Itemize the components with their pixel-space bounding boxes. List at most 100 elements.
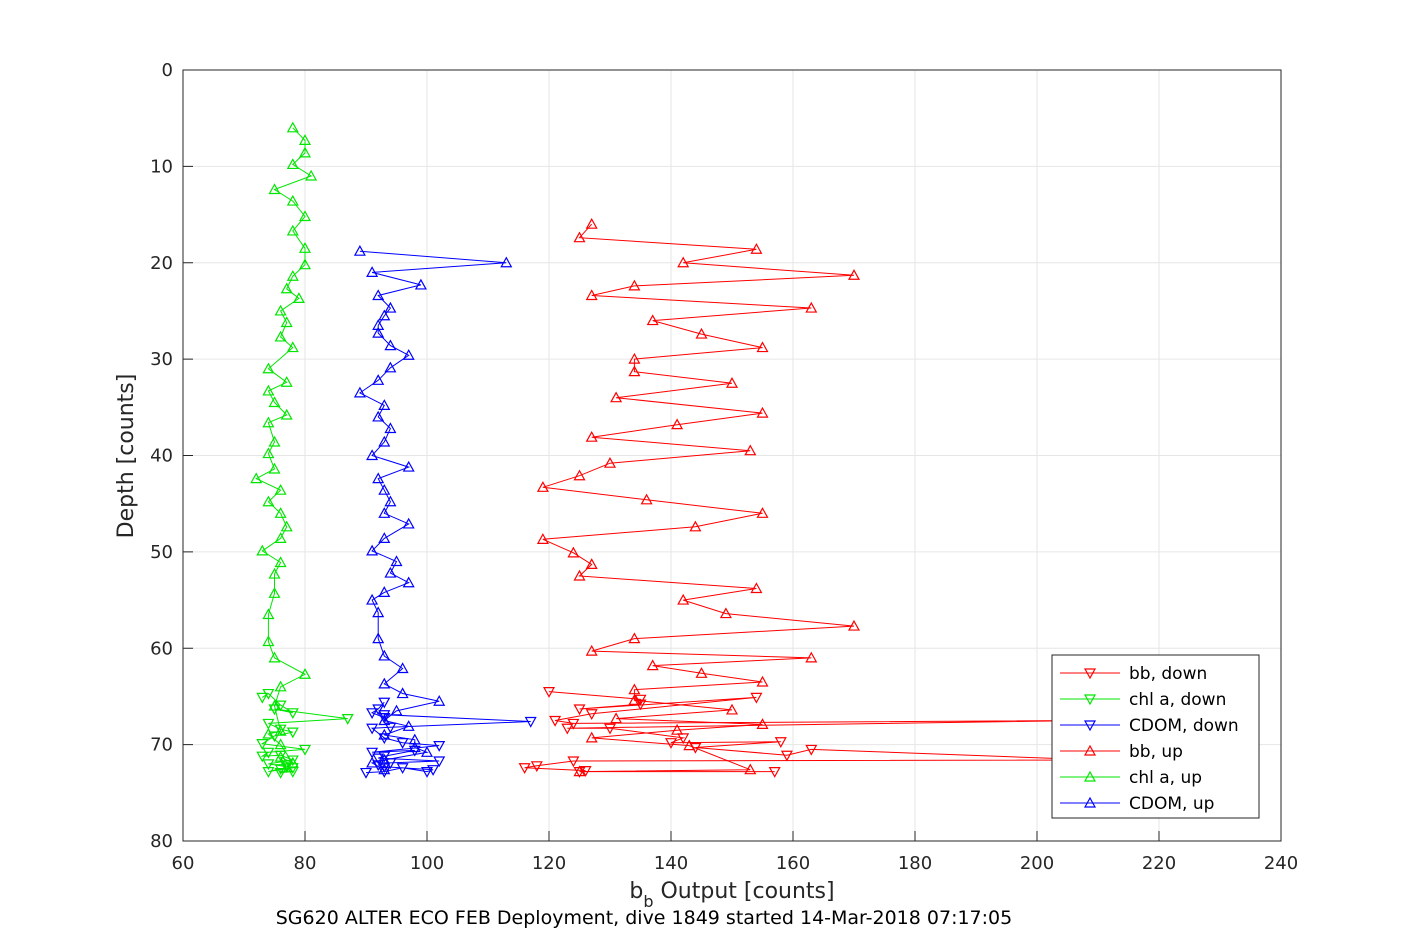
data-point (366, 708, 379, 720)
series-cdom-down (359, 697, 537, 779)
data-point (384, 495, 397, 507)
data-point (378, 649, 391, 661)
series-layer (250, 121, 1105, 779)
data-point (286, 121, 299, 133)
y-axis-label: Depth [counts] (114, 374, 139, 539)
data-point (378, 435, 391, 447)
data-point (610, 712, 623, 724)
data-point (372, 326, 385, 338)
data-point (384, 361, 397, 373)
data-point (262, 635, 275, 647)
y-axis-ticks: 0 10 20 30 40 50 60 70 80 (150, 60, 193, 852)
data-point (573, 569, 586, 581)
data-point (274, 556, 287, 568)
data-point (262, 362, 275, 374)
data-point (408, 741, 421, 753)
data-point (628, 352, 641, 364)
data-point (414, 278, 427, 290)
data-point (280, 376, 293, 387)
data-point (664, 738, 678, 749)
data-point (390, 704, 403, 716)
data-point (805, 744, 818, 756)
data-point (433, 740, 446, 752)
data-point (695, 327, 708, 339)
x-axis-label-rest: Output [counts] (654, 879, 835, 904)
data-point (286, 224, 299, 236)
legend-box (1051, 654, 1260, 819)
legend-item: chl a, down (1060, 690, 1226, 710)
data-point (378, 733, 391, 745)
data-point (536, 481, 549, 492)
data-point (378, 507, 391, 518)
data-point (402, 576, 415, 588)
data-point (372, 319, 385, 330)
data-point (628, 694, 641, 705)
data-point (262, 718, 275, 730)
data-point (756, 406, 769, 418)
data-point (274, 750, 287, 762)
data-point (549, 715, 562, 727)
data-point (573, 765, 586, 777)
x-tick-label: 120 (532, 853, 566, 874)
data-point (646, 314, 659, 326)
data-point (744, 444, 757, 456)
data-point (372, 606, 385, 618)
data-point (610, 391, 623, 403)
data-point (341, 714, 354, 725)
data-point (384, 339, 397, 351)
data-point (756, 718, 769, 729)
series-line (358, 250, 507, 771)
data-point (408, 733, 421, 745)
data-point (585, 430, 598, 442)
legend-label: CDOM, up (1129, 794, 1214, 814)
data-point (274, 738, 287, 750)
data-point (274, 767, 287, 779)
legend-label: bb, down (1129, 664, 1207, 684)
data-point (366, 266, 379, 277)
data-point (396, 763, 409, 774)
data-point (567, 546, 580, 558)
data-point (378, 677, 391, 689)
data-point (256, 544, 269, 556)
data-point (280, 408, 293, 420)
data-point (805, 301, 818, 313)
x-tick-label: 200 (1020, 853, 1054, 874)
data-point (756, 507, 769, 518)
data-point (286, 341, 299, 353)
legend-label: chl a, up (1129, 768, 1202, 788)
series-bb-down (518, 687, 1105, 778)
data-point (542, 687, 556, 698)
x-tick-label: 80 (294, 853, 317, 874)
data-point (286, 756, 299, 768)
data-point (286, 727, 299, 739)
data-point (689, 520, 702, 532)
data-point (750, 582, 763, 594)
data-point (725, 376, 739, 388)
data-point (677, 593, 690, 605)
data-point (298, 258, 312, 270)
data-point (683, 739, 696, 751)
data-point (366, 723, 379, 735)
data-point (262, 416, 275, 428)
y-tick-label: 40 (150, 446, 173, 467)
data-point (268, 699, 281, 711)
data-point (378, 763, 391, 775)
legend-marker (1083, 744, 1097, 756)
x-axis-label-subscript: b (643, 892, 653, 911)
data-point (628, 632, 641, 644)
data-point (725, 703, 739, 715)
legend-marker (1083, 796, 1097, 808)
data-point (500, 256, 513, 268)
data-point (274, 330, 287, 342)
data-point (298, 668, 312, 679)
data-point (420, 767, 434, 778)
data-point (378, 753, 391, 765)
data-point (256, 739, 269, 750)
data-point (671, 418, 684, 430)
data-point (298, 242, 312, 253)
data-point (378, 767, 391, 778)
data-point (378, 399, 391, 410)
data-point (384, 566, 397, 578)
data-point (268, 462, 281, 474)
